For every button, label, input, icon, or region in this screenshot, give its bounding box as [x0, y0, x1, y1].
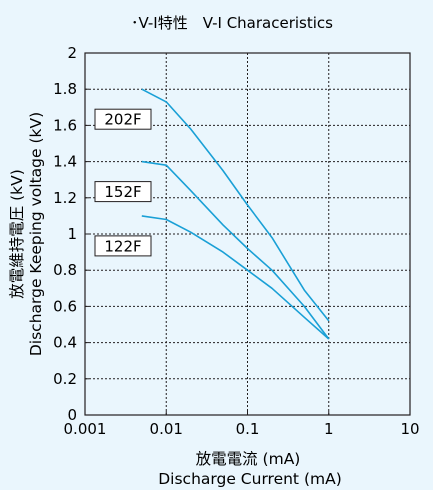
- series-label: 202F: [104, 111, 141, 129]
- series-label-box: [94, 108, 152, 130]
- series-line-122F: [141, 215, 330, 340]
- x-tick-label: 0.01: [150, 420, 183, 438]
- y-tick-label: 0.4: [53, 334, 77, 352]
- y-tick-label: 1.4: [53, 153, 77, 171]
- x-axis-title-en: Discharge Current (mA): [158, 470, 342, 488]
- y-tick-label: 1.8: [53, 80, 77, 98]
- x-axis-title-jp: 放電電流 (mA): [196, 450, 301, 468]
- grid: [85, 53, 410, 415]
- x-tick-label: 10: [400, 420, 419, 438]
- y-axis-title-jp: 放電維持電圧 (kV): [8, 169, 26, 299]
- series-line-202F: [141, 88, 330, 322]
- series-label: 152F: [104, 183, 141, 201]
- y-tick-label: 0: [67, 406, 77, 424]
- x-tick-label: 0.1: [236, 420, 260, 438]
- y-tick-label: 0.2: [53, 370, 77, 388]
- y-tick-label: 1.2: [53, 189, 77, 207]
- series-label-box: [94, 181, 152, 203]
- chart-title: ･V-I特性 V-I Characeristics: [131, 14, 333, 32]
- tick-labels: 0 0.2 0.4 0.6 0.8 1 1.2 1.4 1.6 1.8 2 0.001 0.01 0.1 1…: [53, 44, 419, 438]
- y-tick-label: 1.6: [53, 116, 77, 134]
- x-tick-label: 0.001: [64, 420, 107, 438]
- y-tick-label: 1: [67, 225, 77, 243]
- y-axis-title-en: Discharge Keeping voltage (kV): [27, 112, 45, 356]
- series-line-152F: [141, 160, 330, 340]
- y-tick-label: 0.6: [53, 297, 77, 315]
- series-label-box: [94, 235, 152, 257]
- series-lines: [141, 88, 330, 340]
- series-label: 122F: [104, 237, 141, 255]
- y-tick-label: 2: [67, 44, 77, 62]
- x-tick-label: 1: [324, 420, 334, 438]
- y-tick-label: 0.8: [53, 261, 77, 279]
- series-labels: 202F 152F 122F: [94, 108, 152, 257]
